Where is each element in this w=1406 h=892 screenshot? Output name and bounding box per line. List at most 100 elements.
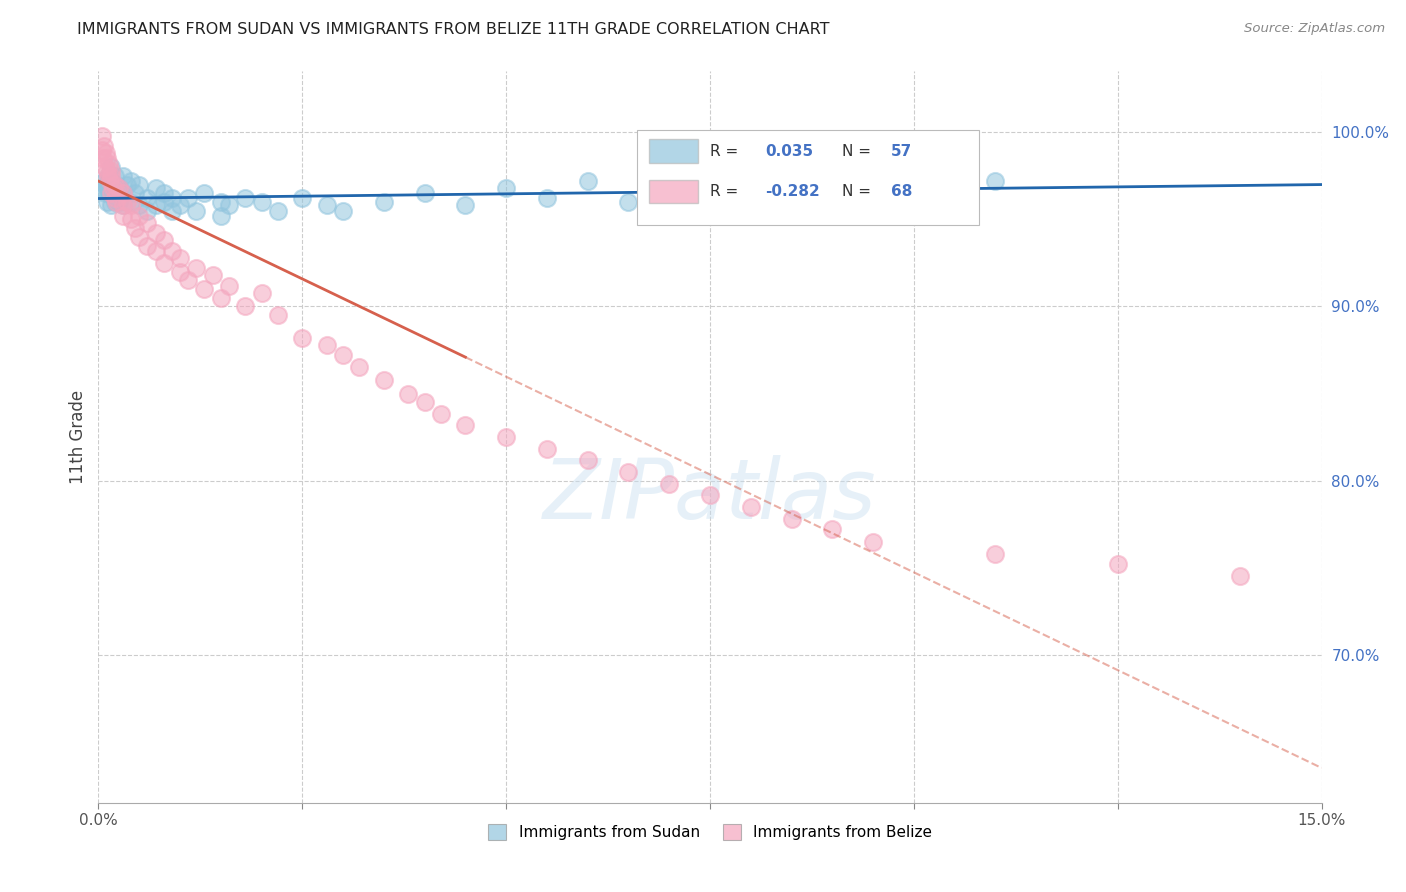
Point bbox=[291, 192, 314, 206]
Point bbox=[94, 160, 117, 174]
Point bbox=[120, 198, 142, 212]
Point bbox=[332, 348, 354, 362]
Point bbox=[101, 186, 124, 201]
Point bbox=[128, 198, 150, 212]
Point bbox=[100, 186, 122, 201]
Point bbox=[740, 500, 762, 514]
Point bbox=[454, 417, 477, 432]
Point bbox=[315, 338, 337, 352]
Text: N =: N = bbox=[842, 144, 872, 159]
Point bbox=[105, 178, 128, 192]
Point bbox=[128, 178, 150, 192]
Point bbox=[218, 278, 240, 293]
Point bbox=[96, 152, 118, 166]
Point bbox=[267, 203, 290, 218]
Point bbox=[152, 194, 174, 209]
Text: 57: 57 bbox=[891, 144, 912, 159]
Point bbox=[96, 163, 118, 178]
Point bbox=[97, 169, 120, 183]
Text: Source: ZipAtlas.com: Source: ZipAtlas.com bbox=[1244, 22, 1385, 36]
Point bbox=[93, 139, 115, 153]
FancyBboxPatch shape bbox=[648, 179, 697, 203]
Point bbox=[373, 373, 395, 387]
Point bbox=[108, 181, 131, 195]
Point bbox=[454, 198, 477, 212]
Point bbox=[495, 430, 517, 444]
Text: -0.282: -0.282 bbox=[765, 184, 820, 199]
Point bbox=[430, 408, 453, 422]
Point bbox=[120, 174, 142, 188]
Point bbox=[233, 192, 256, 206]
Point bbox=[617, 465, 640, 479]
Point bbox=[96, 181, 118, 195]
Point bbox=[111, 169, 134, 183]
Point bbox=[94, 186, 117, 201]
Point bbox=[186, 261, 208, 276]
Point bbox=[218, 198, 240, 212]
Point bbox=[96, 194, 118, 209]
Point bbox=[104, 192, 127, 206]
Point bbox=[617, 194, 640, 209]
Point bbox=[97, 169, 120, 183]
Point bbox=[136, 216, 159, 230]
Point bbox=[984, 174, 1007, 188]
Point bbox=[536, 192, 558, 206]
Point bbox=[104, 178, 127, 192]
Point bbox=[145, 181, 167, 195]
Point bbox=[862, 534, 884, 549]
Point bbox=[169, 251, 191, 265]
Point bbox=[291, 331, 314, 345]
Point bbox=[152, 256, 174, 270]
Point bbox=[100, 198, 122, 212]
Point bbox=[136, 238, 159, 252]
Point bbox=[315, 198, 337, 212]
Point bbox=[396, 386, 419, 401]
Point bbox=[160, 244, 183, 258]
Point bbox=[862, 163, 884, 178]
Point bbox=[658, 477, 681, 491]
Point bbox=[111, 186, 134, 201]
Point bbox=[576, 174, 599, 188]
Point bbox=[111, 186, 134, 201]
Point bbox=[111, 198, 134, 212]
Point bbox=[495, 181, 517, 195]
Y-axis label: 11th Grade: 11th Grade bbox=[69, 390, 87, 484]
Point bbox=[267, 308, 290, 322]
Point bbox=[780, 512, 803, 526]
Point bbox=[101, 181, 124, 195]
Point bbox=[93, 174, 115, 188]
Point bbox=[115, 178, 138, 192]
Point bbox=[136, 192, 159, 206]
Point bbox=[903, 186, 925, 201]
Point bbox=[209, 209, 232, 223]
Point bbox=[128, 229, 150, 244]
Point bbox=[201, 268, 224, 282]
Point bbox=[128, 209, 150, 223]
Point bbox=[120, 194, 142, 209]
Legend: Immigrants from Sudan, Immigrants from Belize: Immigrants from Sudan, Immigrants from B… bbox=[482, 818, 938, 847]
Point bbox=[193, 186, 215, 201]
Point bbox=[145, 227, 167, 241]
Point bbox=[120, 212, 142, 227]
Text: N =: N = bbox=[842, 184, 872, 199]
Point bbox=[349, 360, 371, 375]
Point bbox=[111, 198, 134, 212]
Point bbox=[984, 547, 1007, 561]
Text: R =: R = bbox=[710, 184, 744, 199]
Point bbox=[145, 198, 167, 212]
Point bbox=[100, 163, 122, 178]
FancyBboxPatch shape bbox=[648, 139, 697, 163]
Point bbox=[124, 221, 146, 235]
Point bbox=[152, 186, 174, 201]
Point bbox=[209, 291, 232, 305]
Point bbox=[98, 156, 121, 170]
Point bbox=[124, 186, 146, 201]
Point bbox=[250, 194, 273, 209]
Text: ZIPatlas: ZIPatlas bbox=[543, 455, 877, 536]
Point bbox=[91, 181, 114, 195]
Point bbox=[1229, 569, 1251, 583]
Point bbox=[186, 203, 208, 218]
Point bbox=[160, 203, 183, 218]
Point bbox=[145, 244, 167, 258]
Point bbox=[413, 395, 436, 409]
